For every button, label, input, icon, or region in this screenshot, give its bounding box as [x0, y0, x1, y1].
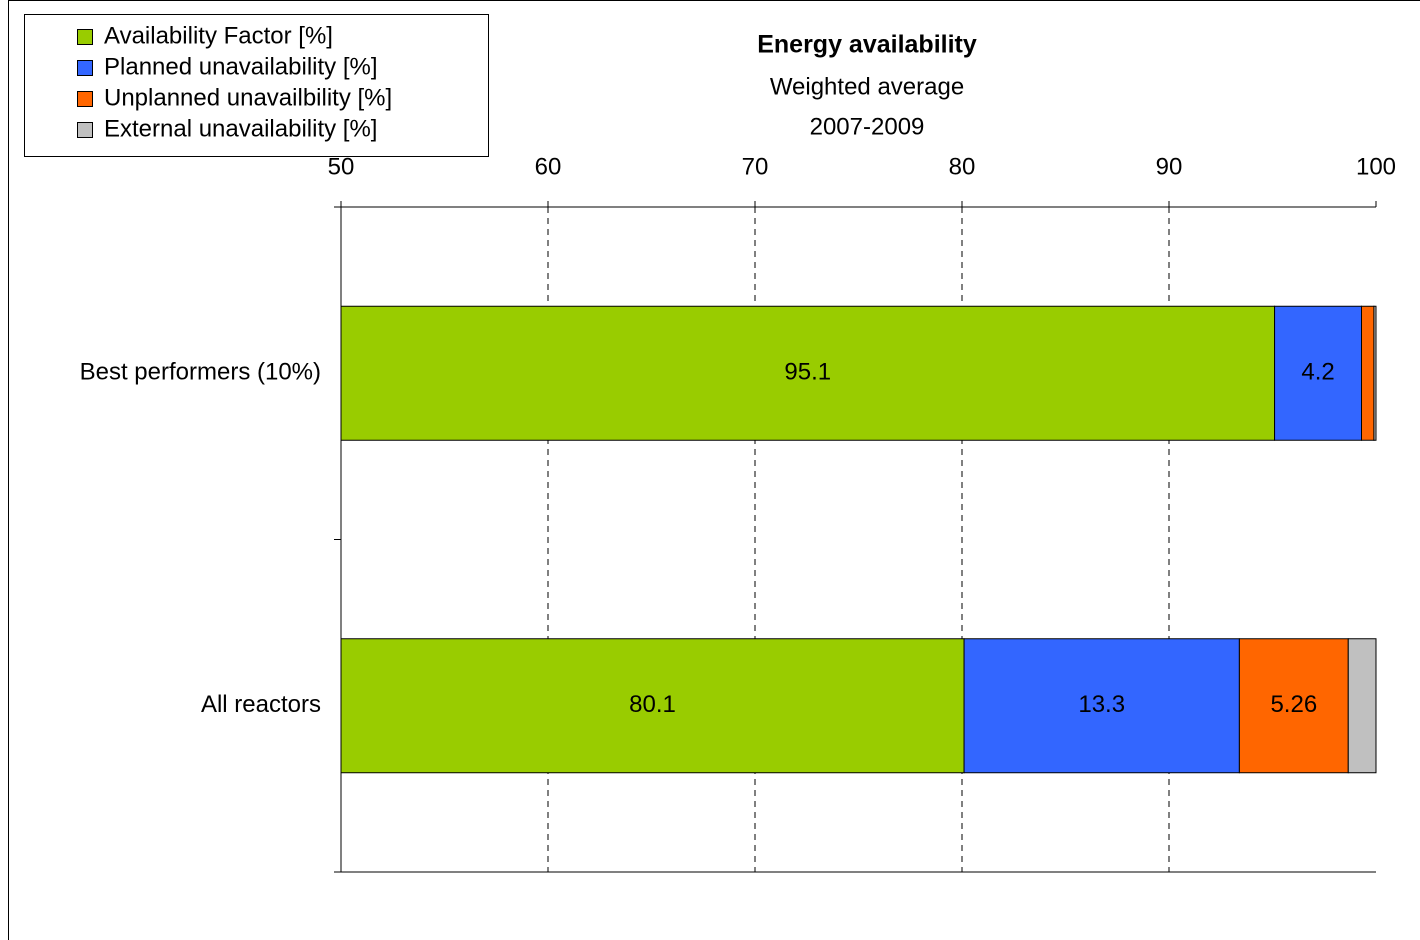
x-tick-label: 90	[1156, 153, 1183, 180]
bar-segment	[341, 638, 965, 774]
bar-segment	[1361, 305, 1375, 441]
bar-segment	[1238, 638, 1349, 774]
legend-label: External unavailability [%]	[104, 115, 377, 142]
y-tick-label: Best performers (10%)	[80, 359, 321, 386]
x-tick-label: 60	[535, 153, 562, 180]
chart-title: Energy availability	[757, 31, 977, 59]
x-tick-label: 80	[949, 153, 976, 180]
legend-marker	[77, 60, 93, 76]
chart-subtitle: 2007-2009	[810, 113, 925, 140]
data-label: 95.1	[784, 359, 831, 386]
legend-box	[24, 14, 489, 157]
bar-segment	[1373, 305, 1377, 441]
chart-frame	[8, 0, 1420, 940]
legend-label: Availability Factor [%]	[104, 22, 333, 49]
bar-segment	[963, 638, 1240, 774]
data-label: 13.3	[1078, 691, 1125, 718]
legend-marker	[77, 29, 93, 45]
data-label: 5.26	[1270, 691, 1317, 718]
x-tick-label: 70	[742, 153, 769, 180]
y-tick-label: All reactors	[201, 691, 321, 718]
legend-marker	[77, 122, 93, 138]
data-label: 80.1	[629, 691, 676, 718]
chart-subtitle: Weighted average	[770, 73, 964, 100]
x-tick-label: 50	[328, 153, 355, 180]
data-label: 4.2	[1301, 359, 1334, 386]
legend-label: Unplanned unavailbility [%]	[104, 84, 392, 111]
legend-marker	[77, 91, 93, 107]
x-tick-label: 100	[1356, 153, 1396, 180]
bars	[341, 305, 1377, 774]
bar-segment	[1274, 305, 1363, 441]
bar-segment	[1347, 638, 1377, 774]
legend-label: Planned unavailability [%]	[104, 53, 378, 80]
bar-segment	[341, 305, 1276, 441]
overlay: 50 60 70 80 90 100 Best performers (10%) 95.1 4.…	[77, 22, 1396, 873]
